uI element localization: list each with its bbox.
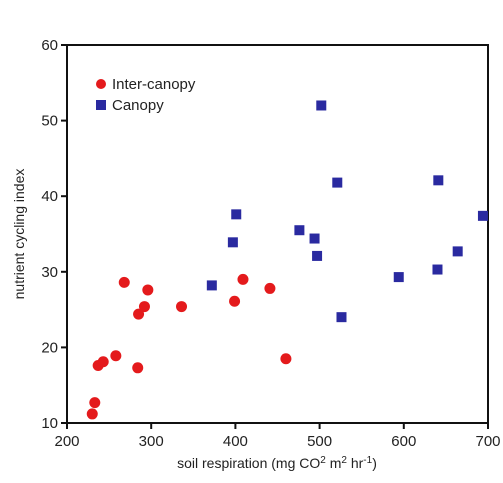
point-inter-canopy (86, 408, 98, 420)
y-tick-label: 50 (41, 113, 58, 130)
point-canopy (294, 225, 305, 236)
y-tick-label: 30 (41, 264, 58, 281)
point-canopy (227, 237, 238, 248)
plot-frame (66, 44, 489, 424)
point-canopy (206, 280, 217, 291)
x-tick-label: 400 (223, 433, 248, 450)
point-inter-canopy (97, 356, 109, 368)
point-canopy (432, 264, 443, 275)
legend-label-inter-canopy: Inter-canopy (112, 76, 196, 93)
point-inter-canopy (176, 301, 188, 313)
point-canopy (309, 233, 320, 244)
point-canopy (336, 312, 347, 323)
x-tick-label: 500 (307, 433, 332, 450)
y-tick-label: 20 (41, 339, 58, 356)
y-axis: 10 20 30 40 50 60 (41, 37, 67, 432)
legend-label-canopy: Canopy (112, 97, 164, 114)
x-tick-label: 700 (475, 433, 500, 450)
point-inter-canopy (229, 295, 241, 307)
x-tick-label: 200 (54, 433, 79, 450)
legend-marker-inter-canopy (96, 79, 106, 89)
point-canopy (316, 100, 327, 111)
point-canopy (393, 272, 404, 283)
x-axis-label: soil respiration (mg CO2 m2 hr-1) (177, 455, 377, 472)
y-axis-label: nutrient cycling index (11, 169, 27, 300)
point-inter-canopy (89, 397, 101, 409)
x-axis-label-part: ) (372, 455, 377, 471)
point-inter-canopy (142, 284, 154, 296)
point-inter-canopy (237, 273, 249, 285)
y-tick-label: 60 (41, 37, 58, 54)
x-axis-label-part: 2 (341, 455, 347, 466)
legend: Inter-canopy Canopy (96, 76, 196, 114)
x-axis-label-part: m (326, 455, 342, 471)
x-axis: 200 300 400 500 600 700 (54, 423, 501, 450)
point-inter-canopy (280, 353, 292, 365)
data-points (86, 100, 488, 420)
x-axis-label-part: -1 (363, 455, 372, 466)
y-tick-label: 10 (41, 415, 58, 432)
x-tick-label: 600 (391, 433, 416, 450)
point-canopy (433, 175, 444, 186)
point-canopy (452, 246, 463, 257)
x-axis-label-part: hr (347, 455, 364, 471)
point-canopy (312, 250, 323, 261)
point-inter-canopy (264, 282, 276, 294)
point-inter-canopy (138, 301, 150, 313)
legend-marker-canopy (96, 100, 106, 110)
point-inter-canopy (132, 362, 144, 374)
point-canopy (477, 210, 488, 221)
point-inter-canopy (133, 308, 145, 320)
x-axis-label-part: soil respiration (mg CO (177, 455, 320, 471)
point-inter-canopy (118, 276, 130, 288)
x-tick-label: 300 (139, 433, 164, 450)
y-tick-label: 40 (41, 188, 58, 205)
point-inter-canopy (110, 350, 122, 362)
point-canopy (332, 177, 343, 188)
point-canopy (231, 209, 242, 220)
x-axis-label-part: 2 (320, 455, 326, 466)
